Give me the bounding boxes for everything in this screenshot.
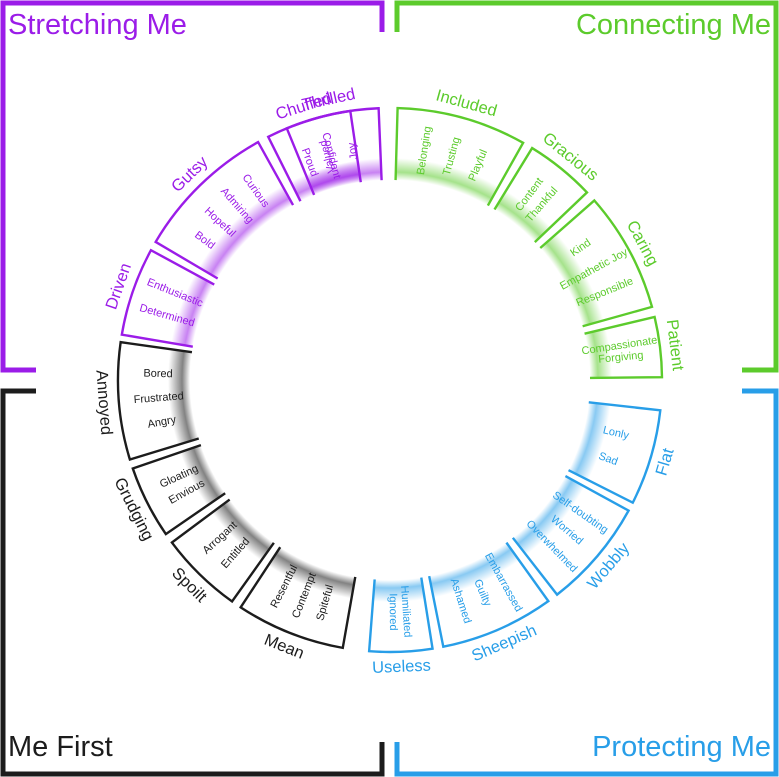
stretching-frame — [0, 0, 385, 373]
emotion-humiliated: Humiliated — [398, 585, 414, 638]
sector-chuffed — [266, 109, 362, 202]
sector-fade-included — [395, 108, 524, 206]
sector-spoilt — [170, 498, 275, 604]
emotion-lonly: Lonly — [602, 424, 631, 442]
sector-fade-annoyed — [118, 342, 199, 460]
stretching-title: Stretching Me — [8, 9, 187, 41]
sector-flat — [567, 401, 662, 505]
mefirst-title: Me First — [8, 731, 113, 763]
emotion-forgiving: Forgiving — [598, 349, 644, 365]
sector-gracious — [493, 146, 589, 243]
sector-fade-caring — [540, 200, 652, 327]
sector-wobbly — [511, 474, 631, 597]
sector-fade-chuffed — [268, 110, 361, 202]
sector-fade-sheepish — [429, 542, 549, 647]
sector-fade-useless — [369, 577, 433, 653]
sector-fade-driven — [121, 250, 215, 347]
sector-grudging — [131, 443, 226, 536]
group-label-patient: Patient — [663, 318, 687, 372]
sector-fade-flat — [568, 402, 661, 503]
emotion-frustrated: Frustrated — [133, 390, 184, 406]
sector-useless — [367, 577, 434, 654]
sector-fade-gutsy — [155, 142, 294, 279]
wheel-sectors: ThrilledValuedJoyIncludedBelongingTrusti… — [92, 85, 687, 677]
sector-driven — [120, 248, 215, 348]
sector-fade-grudging — [132, 445, 226, 535]
protecting-frame — [394, 388, 779, 777]
sector-sheepish — [428, 541, 551, 649]
sector-included — [394, 106, 525, 207]
mefirst-frame — [0, 388, 385, 777]
sector-gutsy — [153, 140, 295, 280]
connecting-frame — [394, 0, 779, 373]
sector-fade-patient — [584, 316, 662, 378]
emotion-bored: Bored — [143, 368, 173, 381]
sector-caring — [539, 198, 654, 328]
protecting-title: Protecting Me — [592, 731, 771, 763]
group-label-useless: Useless — [372, 657, 431, 677]
sector-mean — [239, 546, 357, 650]
emotion-ignored: Ignored — [387, 593, 399, 630]
sector-patient — [584, 315, 664, 380]
connecting-title: Connecting Me — [576, 9, 771, 41]
sector-annoyed — [116, 340, 200, 462]
group-label-flat: Flat — [652, 446, 677, 478]
group-label-annoyed: Annoyed — [92, 369, 115, 435]
sector-fade-wobbly — [512, 476, 629, 595]
emotion-angry: Angry — [147, 414, 178, 431]
